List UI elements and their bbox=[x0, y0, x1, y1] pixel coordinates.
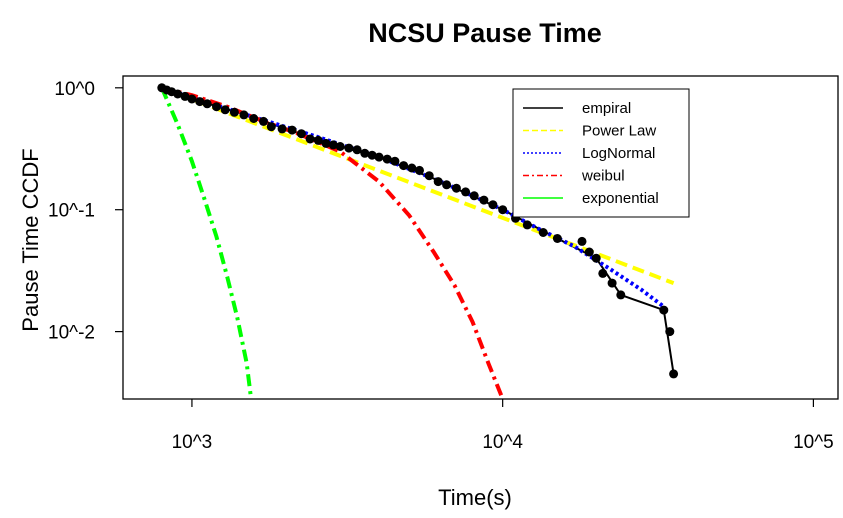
data-point bbox=[598, 268, 608, 278]
y-tick-label: 10^-2 bbox=[48, 323, 95, 344]
data-point bbox=[321, 138, 331, 148]
x-axis-label: Time(s) bbox=[438, 485, 512, 510]
data-point bbox=[239, 110, 249, 120]
chart-title: NCSU Pause Time bbox=[368, 18, 602, 48]
series-layer bbox=[157, 83, 679, 399]
data-point bbox=[277, 124, 287, 134]
data-point bbox=[552, 234, 562, 243]
data-point bbox=[584, 247, 594, 257]
y-tick-label: 10^0 bbox=[54, 79, 95, 100]
data-point bbox=[591, 253, 601, 263]
legend: empiral Power Law LogNormal weibul exponenti… bbox=[512, 88, 690, 218]
axes-layer: 10^3 10^4 10^5 10^0 10^-1 10^-2 bbox=[48, 79, 834, 453]
data-point bbox=[451, 183, 461, 193]
legend-label-weibul: weibul bbox=[581, 168, 625, 185]
legend-label-exponential: exponential bbox=[582, 190, 659, 207]
data-point bbox=[659, 305, 669, 315]
data-point bbox=[287, 125, 297, 135]
data-point bbox=[415, 165, 424, 175]
data-point bbox=[607, 278, 617, 288]
legend-label-empiral: empiral bbox=[582, 100, 631, 117]
data-point bbox=[296, 129, 306, 139]
data-point bbox=[616, 290, 626, 300]
data-point bbox=[195, 97, 205, 107]
data-point bbox=[469, 191, 479, 201]
data-point bbox=[259, 116, 268, 126]
series-line-exponential bbox=[159, 87, 254, 399]
data-point bbox=[577, 236, 587, 246]
x-tick-label: 10^5 bbox=[793, 432, 834, 453]
data-point bbox=[266, 122, 276, 132]
data-point bbox=[305, 134, 315, 144]
data-point bbox=[442, 180, 452, 190]
data-point bbox=[249, 114, 259, 123]
data-point bbox=[479, 195, 489, 205]
y-axis-label: Pause Time CCDF bbox=[18, 148, 43, 331]
data-point bbox=[498, 205, 508, 215]
data-point bbox=[382, 154, 392, 164]
data-point bbox=[180, 91, 190, 101]
data-point bbox=[360, 148, 370, 158]
data-point bbox=[522, 220, 532, 230]
data-point bbox=[187, 94, 197, 104]
data-point bbox=[352, 145, 362, 155]
legend-label-lognormal: LogNormal bbox=[582, 145, 655, 162]
series-line-weibul bbox=[161, 85, 505, 399]
data-point bbox=[202, 99, 212, 109]
data-point bbox=[399, 161, 409, 171]
data-point bbox=[538, 228, 548, 237]
x-tick-label: 10^3 bbox=[172, 432, 213, 453]
x-tick-label: 10^4 bbox=[482, 432, 523, 453]
data-point bbox=[488, 200, 498, 210]
data-point bbox=[313, 135, 323, 145]
data-point bbox=[407, 163, 417, 173]
data-point bbox=[433, 177, 443, 187]
data-point bbox=[669, 369, 679, 379]
data-point bbox=[374, 152, 384, 162]
data-point bbox=[344, 143, 354, 153]
data-point bbox=[665, 327, 675, 337]
data-point bbox=[229, 107, 239, 117]
data-point bbox=[367, 150, 377, 160]
data-point bbox=[461, 187, 471, 197]
data-point bbox=[212, 102, 221, 112]
legend-box bbox=[512, 88, 690, 218]
legend-label-power-law: Power Law bbox=[582, 123, 656, 140]
data-point bbox=[424, 171, 434, 181]
y-tick-label: 10^-1 bbox=[48, 201, 95, 222]
data-point bbox=[335, 142, 345, 151]
plot-frame bbox=[122, 75, 839, 400]
data-point bbox=[220, 105, 230, 115]
data-point bbox=[390, 156, 400, 166]
data-point bbox=[173, 89, 183, 99]
data-point bbox=[328, 140, 338, 150]
